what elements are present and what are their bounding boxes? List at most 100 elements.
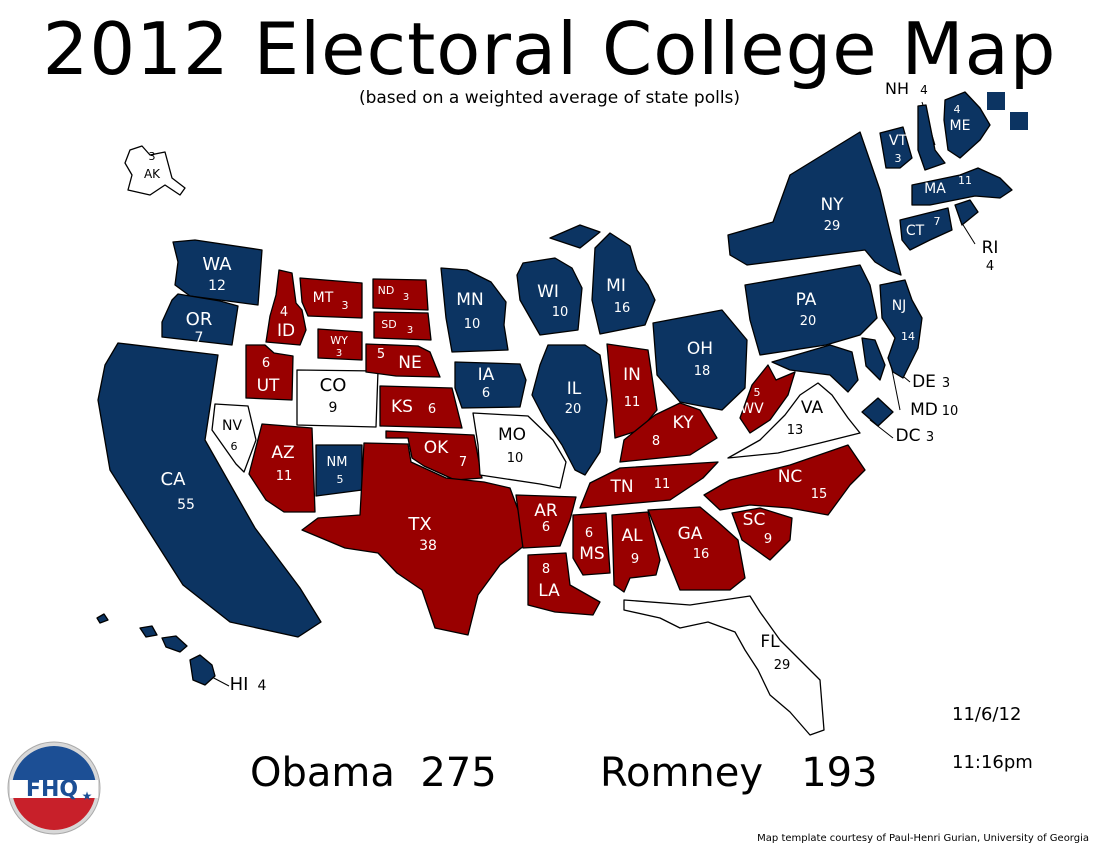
state-ev-nj: 14 <box>901 330 915 343</box>
state-ev-nm: 5 <box>337 473 344 486</box>
state-ev-sc: 9 <box>764 532 772 547</box>
state-label-mt: MT <box>313 290 334 306</box>
state-label-fl: FL <box>760 632 780 652</box>
state-ga <box>647 506 746 591</box>
state-ev-tx: 38 <box>419 538 437 554</box>
state-ev-ny: 29 <box>824 219 841 234</box>
time-label: 11:16pm <box>952 752 1033 773</box>
state-co <box>296 369 379 428</box>
state-ev-mo: 10 <box>507 451 524 466</box>
state-ms <box>572 512 611 576</box>
state-label-wy: WY <box>330 334 348 347</box>
page-subtitle: (based on a weighted average of state po… <box>358 88 741 108</box>
state-label-ms: MS <box>579 544 604 564</box>
state-ev-wv: 5 <box>754 386 761 399</box>
state-nm <box>315 444 363 497</box>
state-label-la: LA <box>538 581 560 601</box>
state-label-ri: RI <box>982 238 999 258</box>
state-label-ne: NE <box>398 353 421 373</box>
state-ev-tn: 11 <box>654 477 671 492</box>
obama-label: Obama <box>250 750 395 796</box>
state-ev-ca: 55 <box>177 497 195 513</box>
state-label-or: OR <box>186 309 213 330</box>
state-ks <box>379 385 463 429</box>
state-fl <box>623 595 825 736</box>
state-az <box>248 423 316 513</box>
state-nh <box>917 104 946 171</box>
state-ev-ga: 16 <box>693 547 710 562</box>
state-ev-mi: 16 <box>614 301 631 316</box>
state-label-sd: SD <box>381 318 396 331</box>
state-ev-wy: 3 <box>336 348 342 359</box>
state-ia <box>454 361 527 409</box>
state-ev-ct: 7 <box>934 215 941 228</box>
state-ev-nd: 3 <box>403 292 409 303</box>
state-ev-wa: 12 <box>208 278 226 294</box>
state-hi <box>96 613 216 686</box>
state-label-oh: OH <box>687 339 713 359</box>
state-la <box>527 552 601 616</box>
state-dc <box>861 397 894 427</box>
state-ev-vt: 3 <box>895 152 902 165</box>
state-ev-az: 11 <box>276 469 293 484</box>
state-mi <box>549 224 656 335</box>
state-ky <box>619 402 718 463</box>
state-mo <box>472 412 567 489</box>
state-il <box>531 344 608 476</box>
state-label-tn: TN <box>609 477 633 497</box>
state-label-ct: CT <box>906 223 925 239</box>
state-label-ny: NY <box>820 195 844 215</box>
state-wi <box>516 257 583 336</box>
state-ne <box>365 343 441 378</box>
state-ev-ma: 11 <box>958 174 972 187</box>
state-ev-sd: 3 <box>407 325 413 336</box>
state-wy <box>317 328 363 361</box>
state-ev-hi: 4 <box>258 678 267 694</box>
date-label: 11/6/12 <box>952 704 1022 725</box>
fhq-logo: FHQ ★ <box>7 741 101 835</box>
state-ma <box>911 167 1013 206</box>
legend-marker <box>987 92 1005 110</box>
state-label-hi: HI <box>230 674 249 695</box>
state-label-nm: NM <box>327 455 348 470</box>
state-label-co: CO <box>320 375 347 396</box>
state-ev-pa: 20 <box>800 314 817 329</box>
state-label-nd: ND <box>378 284 395 297</box>
state-ev-wi: 10 <box>552 305 569 320</box>
state-me <box>943 91 991 159</box>
state-ri <box>954 199 979 226</box>
state-ev-in: 11 <box>624 395 641 410</box>
state-ok <box>385 430 483 481</box>
state-label-pa: PA <box>796 290 817 310</box>
state-mt <box>299 277 363 319</box>
state-ev-id: 4 <box>280 305 288 320</box>
state-md <box>771 344 859 393</box>
state-ev-de: 3 <box>942 376 950 391</box>
state-va <box>727 382 861 459</box>
state-or <box>161 293 239 346</box>
state-label-id: ID <box>277 321 295 341</box>
state-label-ut: UT <box>257 376 280 396</box>
state-label-dc: DC <box>896 426 921 446</box>
state-sd <box>373 311 432 341</box>
state-label-wv: WV <box>740 401 764 417</box>
credit-text: Map template courtesy of Paul-Henri Guri… <box>757 833 1089 844</box>
state-label-tx: TX <box>407 514 431 535</box>
romney-label: Romney <box>600 750 764 796</box>
state-ny <box>727 131 902 276</box>
state-ev-ky: 8 <box>652 434 660 449</box>
state-nj <box>879 279 923 379</box>
state-nc <box>703 444 866 516</box>
state-label-sc: SC <box>743 510 766 530</box>
state-ev-nh: 4 <box>920 83 928 97</box>
state-ar <box>515 494 577 549</box>
state-ev-mt: 3 <box>342 299 349 312</box>
state-label-wa: WA <box>202 254 232 275</box>
state-mn <box>440 267 509 353</box>
state-label-al: AL <box>621 526 643 546</box>
state-label-nh: NH <box>885 79 909 98</box>
state-label-nv: NV <box>222 418 242 434</box>
romney-total: Romney 193 <box>600 750 878 796</box>
state-nd <box>372 278 429 311</box>
state-label-ma: MA <box>924 181 946 197</box>
